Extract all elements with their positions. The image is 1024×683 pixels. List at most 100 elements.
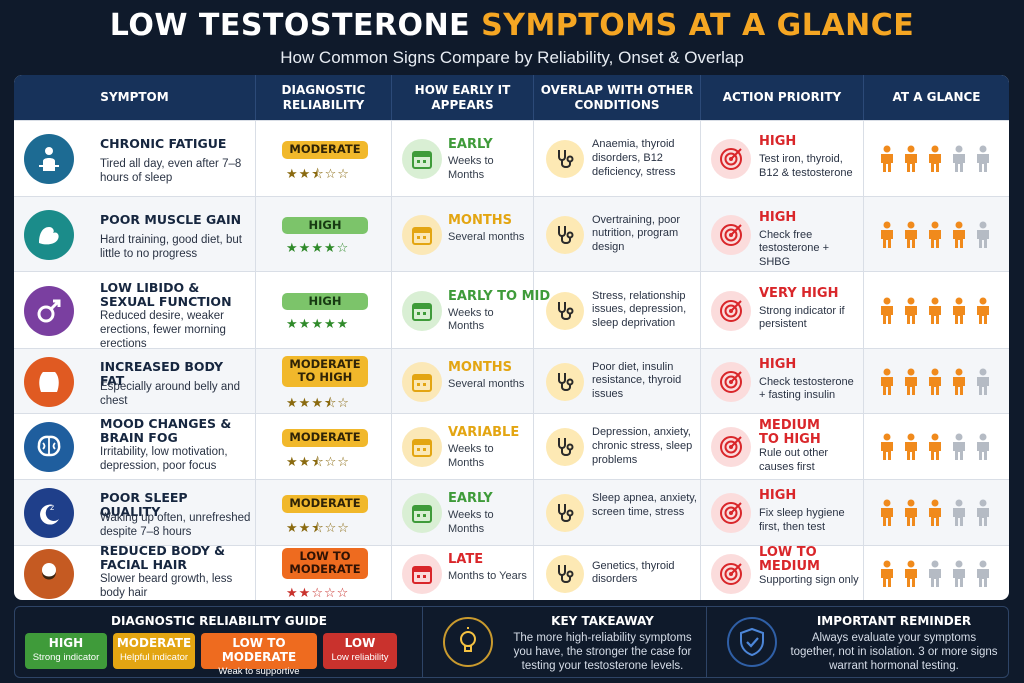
overlap-cell: Anaemia, thyroid disorders, B12 deficien… bbox=[534, 121, 701, 196]
star-icon: ★ bbox=[298, 316, 312, 332]
takeaway-text: The more high-reliability symptoms you h… bbox=[513, 632, 692, 672]
symptom-cell: z POOR SLEEP QUALITY Waking up often, unre… bbox=[14, 480, 256, 545]
important-reminder: IMPORTANT REMINDER Always evaluate your … bbox=[707, 607, 1008, 677]
body-fat-icon bbox=[24, 356, 74, 407]
onset-label: LATE bbox=[448, 551, 484, 567]
star-icon: ★ bbox=[298, 521, 312, 536]
priority-label: MEDIUM TO HIGH bbox=[759, 418, 821, 448]
male-symbol-icon bbox=[24, 285, 74, 336]
title-part1: LOW TESTOSTERONE bbox=[109, 8, 471, 43]
stethoscope-icon bbox=[546, 215, 584, 254]
reliability-guide: DIAGNOSTIC RELIABILITY GUIDE HIGH Strong … bbox=[15, 607, 423, 677]
glance-rating bbox=[878, 560, 992, 588]
star-icon: ★ bbox=[286, 316, 299, 332]
glance-rating bbox=[878, 433, 992, 461]
person-icon bbox=[974, 560, 992, 588]
person-icon bbox=[926, 368, 944, 396]
onset-cell: VARIABLE Weeks to Months bbox=[392, 414, 534, 479]
guide-badge: LOW Low reliability bbox=[323, 633, 397, 669]
onset-cell: EARLY Weeks to Months bbox=[392, 121, 534, 196]
priority-label: LOW TO MEDIUM bbox=[759, 544, 820, 574]
calendar-icon bbox=[402, 361, 442, 402]
symptom-title: MOOD CHANGES & BRAIN FOG bbox=[100, 416, 232, 446]
onset-label: EARLY bbox=[448, 491, 493, 506]
onset-timeframe: Several months bbox=[448, 230, 525, 243]
symptom-title: CHRONIC FATIGUE bbox=[100, 136, 227, 151]
guide-sub: Strong indicator bbox=[32, 652, 100, 663]
priority-label: HIGH bbox=[759, 209, 797, 225]
person-icon bbox=[878, 221, 896, 249]
overlap-text: Depression, anxiety, chronic stress, sle… bbox=[592, 426, 693, 466]
glance-cell bbox=[864, 121, 1009, 196]
onset-cell: LATE Months to Years bbox=[392, 546, 534, 600]
person-icon bbox=[902, 368, 920, 396]
person-icon bbox=[878, 368, 896, 396]
onset-cell: EARLY TO MID Weeks to Months bbox=[392, 272, 550, 348]
star-icon: ⯪ bbox=[311, 167, 325, 182]
overlap-text: Sleep apnea, anxiety, screen time, stres… bbox=[592, 492, 697, 518]
calendar-icon bbox=[402, 493, 442, 533]
person-icon bbox=[950, 560, 968, 588]
person-icon bbox=[878, 499, 896, 527]
guide-label: LOW TO MODERATE bbox=[221, 636, 297, 664]
star-icon: ★ bbox=[298, 585, 312, 601]
symptom-title: LOW LIBIDO & SEXUAL FUNCTION bbox=[100, 279, 232, 309]
reliability-badge: MODERATE bbox=[282, 141, 368, 159]
star-icon: ☆ bbox=[323, 585, 337, 601]
stethoscope-icon bbox=[546, 291, 584, 330]
star-icon: ★ bbox=[311, 316, 324, 332]
person-icon bbox=[902, 145, 920, 173]
glance-rating bbox=[878, 145, 992, 173]
symptom-cell: MOOD CHANGES & BRAIN FOG Irritability, lo… bbox=[14, 414, 256, 479]
onset-timeframe: Months to Years bbox=[448, 569, 527, 582]
tired-person-icon bbox=[24, 134, 74, 184]
symptom-title: REDUCED BODY & FACIAL HAIR bbox=[100, 542, 226, 572]
priority-cell: MEDIUM TO HIGH Rule out other causes firs… bbox=[701, 414, 864, 479]
page-subtitle: How Common Signs Compare by Reliability,… bbox=[280, 48, 744, 67]
target-icon bbox=[711, 553, 751, 594]
overlap-text: Genetics, thyroid disorders bbox=[592, 559, 675, 586]
person-icon bbox=[950, 145, 968, 173]
key-takeaway: KEY TAKEAWAY The more high-reliability s… bbox=[423, 607, 707, 677]
rating-stars: ★★★⯪☆ bbox=[286, 394, 350, 416]
person-icon bbox=[926, 560, 944, 588]
priority-cell: HIGH Fix sleep hygiene first, then test bbox=[701, 480, 864, 545]
guide-label: HIGH bbox=[48, 636, 84, 650]
star-icon: ★ bbox=[311, 395, 324, 411]
person-icon bbox=[950, 499, 968, 527]
overlap-text: Stress, relationship issues, depression,… bbox=[592, 289, 687, 330]
glance-cell bbox=[864, 272, 1009, 348]
priority-note: Test iron, thyroid, B12 & testosterone bbox=[759, 153, 853, 179]
star-icon: ★ bbox=[298, 395, 312, 411]
symptom-cell: CHRONIC FATIGUE Tired all day, even after… bbox=[14, 121, 256, 196]
onset-label: EARLY TO MID bbox=[448, 288, 551, 304]
col-header-onset: HOW EARLY IT APPEARS bbox=[392, 75, 534, 120]
glance-cell bbox=[864, 480, 1009, 545]
table-row: REDUCED BODY & FACIAL HAIR Slower beard g… bbox=[14, 542, 1009, 600]
target-icon bbox=[711, 427, 751, 467]
symptom-cell: LOW LIBIDO & SEXUAL FUNCTION Reduced desi… bbox=[14, 272, 256, 350]
table-row: LOW LIBIDO & SEXUAL FUNCTION Reduced desi… bbox=[14, 271, 1009, 350]
person-icon bbox=[878, 297, 896, 325]
onset-timeframe: Weeks to Months bbox=[448, 443, 494, 469]
person-icon bbox=[902, 221, 920, 249]
priority-label: HIGH bbox=[759, 134, 797, 149]
reliability-cell: LOW TO MODERATE ★★☆☆☆ bbox=[256, 546, 392, 600]
star-icon: ★ bbox=[298, 240, 312, 256]
star-icon: ☆ bbox=[337, 455, 350, 470]
rating-stars: ★★☆☆☆ bbox=[286, 586, 349, 601]
priority-note: Supporting sign only bbox=[759, 573, 859, 586]
star-icon: ★ bbox=[286, 395, 299, 411]
person-icon bbox=[950, 297, 968, 325]
guide-sub: Helpful indicator bbox=[119, 652, 189, 663]
glance-rating bbox=[878, 368, 992, 396]
guide-label: LOW bbox=[344, 636, 376, 650]
overlap-cell: Depression, anxiety, chronic stress, sle… bbox=[534, 414, 701, 479]
glance-rating bbox=[878, 221, 992, 249]
star-icon: ☆ bbox=[336, 240, 350, 256]
star-icon: ★ bbox=[286, 585, 299, 601]
person-icon bbox=[950, 221, 968, 249]
col-header-reliability: DIAGNOSTIC RELIABILITY bbox=[256, 75, 392, 120]
reliability-cell: MODERATE TO HIGH ★★★⯪☆ bbox=[256, 349, 392, 413]
onset-timeframe: Weeks to Months bbox=[448, 155, 494, 181]
